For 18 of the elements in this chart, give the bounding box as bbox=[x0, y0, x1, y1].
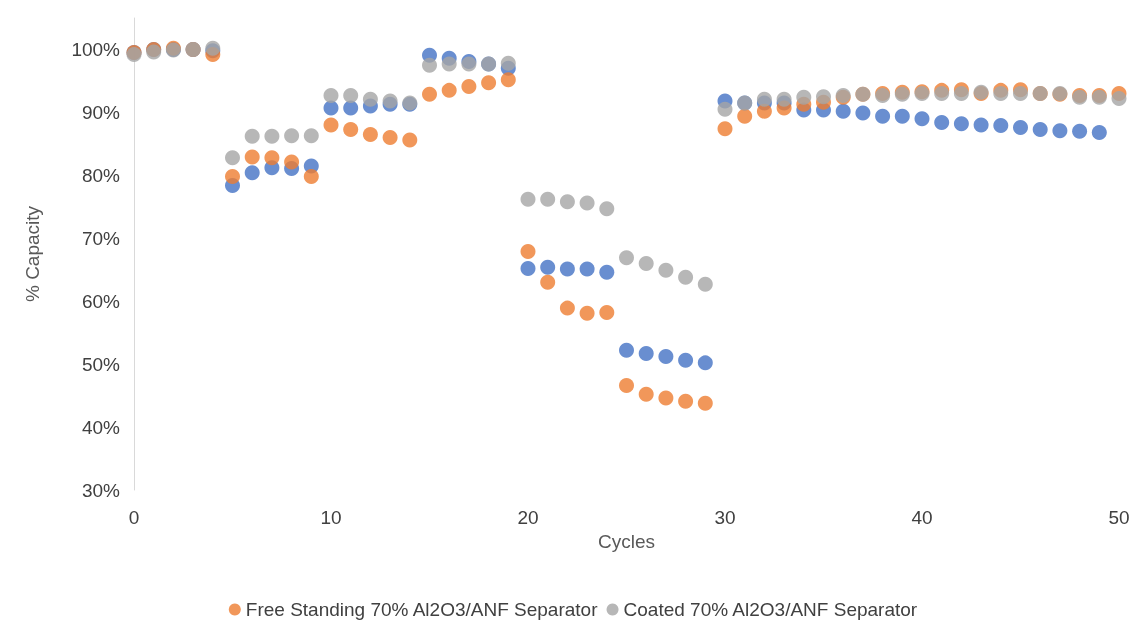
legend-label: Free Standing 70% Al2O3/ANF Separator bbox=[245, 599, 599, 620]
x-axis-title: Cycles bbox=[597, 531, 656, 552]
y-tick-label: 60% bbox=[81, 290, 121, 312]
y-tick-label: 80% bbox=[81, 164, 121, 186]
x-tick-label: 10 bbox=[320, 507, 342, 528]
y-tick-label: 40% bbox=[81, 416, 121, 438]
legend-label: Coated 70% Al2O3/ANF Separator bbox=[623, 599, 918, 620]
x-tick-label: 0 bbox=[128, 507, 140, 528]
y-tick-label: 30% bbox=[81, 479, 121, 501]
y-tick-label: 50% bbox=[81, 353, 121, 375]
x-tick-label: 50 bbox=[1108, 507, 1130, 528]
y-tick-label: 90% bbox=[81, 101, 121, 123]
x-tick-label: 40 bbox=[911, 507, 933, 528]
x-tick-label: 30 bbox=[714, 507, 736, 528]
x-tick-label: 20 bbox=[517, 507, 539, 528]
y-tick-label: 70% bbox=[81, 227, 121, 249]
y-tick-label: 100% bbox=[71, 38, 121, 60]
y-axis-title: % Capacity bbox=[22, 205, 43, 303]
